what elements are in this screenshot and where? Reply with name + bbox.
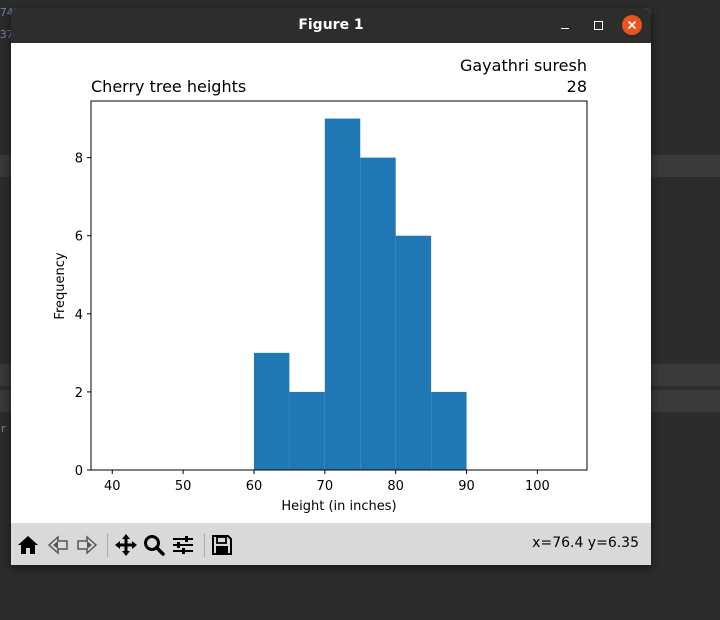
x-tick-label: 80	[387, 479, 404, 494]
toolbar-separator	[107, 533, 108, 557]
y-tick-label: 2	[75, 386, 83, 401]
chart-title: Cherry tree heights	[91, 77, 246, 96]
histogram-bar	[324, 118, 361, 471]
configure-subplots-button[interactable]	[170, 532, 196, 558]
forward-button[interactable]	[74, 532, 100, 558]
chart-right-title-line2: 28	[567, 77, 587, 96]
histogram-bar	[431, 391, 467, 470]
background-code-text: 74	[0, 6, 14, 19]
x-tick-label: 70	[317, 479, 334, 494]
save-icon	[212, 535, 232, 555]
histogram-bar	[289, 391, 325, 470]
zoom-icon	[144, 535, 165, 556]
y-axis-label: Frequency	[53, 252, 68, 319]
close-button[interactable]	[622, 15, 642, 35]
histogram-bar	[395, 235, 432, 470]
cursor-coordinates: x=76.4 y=6.35	[532, 535, 639, 551]
title-bar[interactable]: Figure 1	[11, 8, 651, 43]
figure-canvas[interactable]: 40 50 60 70 80 90 100 0 2 4 6 8 Cherry tree height…	[11, 43, 651, 523]
zoom-button[interactable]	[141, 532, 167, 558]
x-tick-label: 60	[246, 479, 263, 494]
home-icon	[18, 536, 38, 554]
y-tick-label: 8	[75, 152, 83, 167]
histogram-chart: 40 50 60 70 80 90 100 0 2 4 6 8 Cherry tree height…	[53, 56, 588, 514]
toolbar-separator	[204, 533, 205, 557]
navigation-toolbar: x=76.4 y=6.35	[11, 523, 651, 565]
forward-icon	[77, 535, 98, 555]
background-code-text: 37	[0, 28, 14, 41]
maximize-button[interactable]	[589, 16, 609, 36]
y-tick-label: 0	[75, 464, 83, 479]
x-tick-label: 50	[175, 479, 192, 494]
save-button[interactable]	[209, 532, 235, 558]
figure-window: Figure 1 40 50 60 70 80 90 100 0 2 4 6 8 Cherry tr…	[11, 8, 651, 565]
window-title: Figure 1	[298, 17, 364, 33]
back-icon	[47, 535, 68, 555]
configure-subplots-icon	[173, 536, 193, 554]
y-tick-label: 4	[75, 308, 83, 323]
background-code-text: r	[0, 422, 7, 435]
close-icon	[627, 20, 637, 30]
chart-right-title-line1: Gayathri suresh	[460, 56, 587, 75]
histogram-bar	[253, 352, 290, 470]
plot-frame	[90, 100, 588, 471]
histogram-bar	[360, 157, 396, 470]
pan-button[interactable]	[113, 532, 139, 558]
y-tick-label: 6	[75, 230, 83, 245]
x-tick-label: 90	[458, 479, 475, 494]
x-axis-label: Height (in inches)	[281, 499, 396, 514]
home-button[interactable]	[15, 532, 41, 558]
pan-icon	[115, 534, 137, 556]
minimize-button[interactable]	[555, 16, 575, 36]
back-button[interactable]	[45, 532, 71, 558]
x-tick-label: 100	[525, 479, 550, 494]
x-tick-label: 40	[104, 479, 121, 494]
